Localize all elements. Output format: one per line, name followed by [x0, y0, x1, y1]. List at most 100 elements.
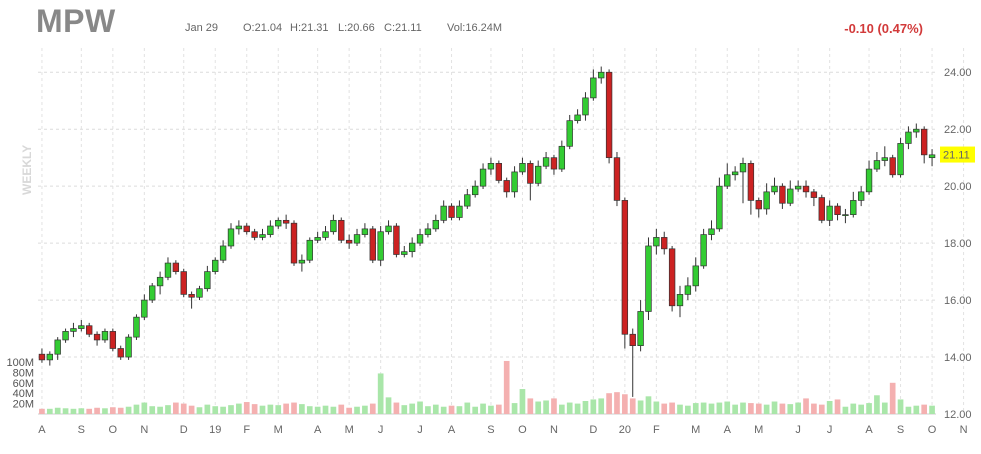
candle-body — [605, 71, 613, 159]
candle — [338, 217, 345, 244]
candle-body — [763, 191, 770, 210]
volume-bar — [86, 408, 93, 414]
volume-bar — [133, 404, 140, 414]
volume-bar — [850, 403, 857, 414]
candle-body — [172, 262, 180, 272]
volume-bar — [354, 406, 360, 414]
candle-body — [850, 200, 857, 215]
candle-body — [117, 348, 124, 358]
candle — [448, 203, 455, 221]
candle-body — [416, 234, 424, 244]
time-tick-label: S — [487, 424, 494, 436]
candle-body — [550, 157, 558, 170]
candle-body — [692, 265, 699, 287]
candle — [731, 166, 739, 181]
time-tick-label: F — [243, 424, 250, 436]
candle-body — [408, 242, 416, 253]
candle — [416, 228, 424, 246]
candle-body — [487, 163, 495, 170]
volume-bar — [740, 402, 746, 414]
candle-body — [149, 285, 156, 301]
price-tick-label: 12.00 — [944, 409, 972, 421]
candle-body — [235, 225, 243, 230]
candle-body — [464, 194, 471, 207]
volume-bar — [259, 405, 266, 414]
candle-body — [54, 339, 61, 355]
candle-body — [46, 353, 54, 361]
volume-tick-label: 40M — [13, 388, 34, 400]
candle — [227, 223, 235, 249]
price-tick-label: 16.00 — [944, 295, 972, 307]
candle — [275, 217, 282, 229]
candle — [38, 348, 46, 363]
candle — [692, 257, 699, 292]
candle-body — [495, 163, 503, 181]
candle — [708, 220, 715, 241]
candle-body — [62, 331, 69, 341]
volume-bar — [519, 389, 526, 414]
volume-bar — [346, 407, 352, 414]
volume-bar — [858, 404, 865, 414]
candle-body — [164, 262, 172, 278]
candle-body — [479, 168, 487, 187]
candle-body — [582, 97, 589, 116]
candle-body — [857, 191, 865, 201]
volume-bar — [456, 406, 463, 414]
candle-body — [834, 205, 841, 215]
volume-bar — [196, 407, 203, 414]
candle — [889, 154, 896, 178]
candle-body — [590, 77, 597, 99]
volume-bar — [606, 393, 612, 414]
candle — [432, 214, 439, 232]
volume-bar — [716, 402, 723, 414]
candle — [149, 282, 156, 303]
candle-body — [86, 325, 93, 335]
candle-body — [259, 234, 266, 238]
candle — [747, 160, 755, 215]
candle — [385, 220, 392, 235]
candle — [464, 189, 471, 209]
last-price-label: 21.11 — [943, 150, 970, 162]
candle — [306, 237, 313, 264]
volume-bar — [109, 407, 116, 414]
candle — [700, 228, 707, 269]
time-tick-label: O — [518, 424, 527, 436]
candle — [156, 271, 164, 295]
candle-body — [133, 316, 140, 338]
candle-body — [180, 271, 187, 295]
candle-body — [432, 219, 439, 230]
candle-body — [613, 157, 621, 201]
candle-body — [456, 205, 463, 218]
candle-body — [810, 191, 818, 198]
volume-bar — [78, 408, 85, 414]
grid-lines — [38, 48, 965, 415]
candle — [519, 157, 526, 175]
price-tick-label: 14.00 — [944, 352, 972, 364]
candle-body — [881, 157, 888, 161]
volume-bar — [409, 403, 416, 414]
candle — [353, 228, 361, 246]
volume-bar — [401, 405, 408, 414]
candle-body — [527, 163, 534, 184]
candle-body — [156, 276, 164, 287]
candle-body — [385, 225, 392, 233]
time-tick-label: J — [827, 424, 833, 436]
candle-body — [708, 228, 715, 235]
candle — [913, 123, 920, 138]
price-tick-label: 20.00 — [944, 181, 972, 193]
candle-body — [125, 336, 132, 358]
time-tick-label: S — [78, 424, 85, 436]
time-tick-label: M — [345, 424, 354, 436]
volume-bar — [39, 408, 45, 414]
volume-bar — [495, 404, 502, 414]
candle — [826, 200, 833, 227]
time-axis: ASOND19FMAMJJASOND20FMAMJJASOND21 — [38, 424, 967, 436]
candle — [661, 231, 668, 255]
candle-body — [755, 200, 762, 210]
candle-body — [574, 114, 581, 122]
candle — [724, 163, 731, 190]
candle — [46, 351, 54, 366]
candle — [857, 186, 865, 207]
